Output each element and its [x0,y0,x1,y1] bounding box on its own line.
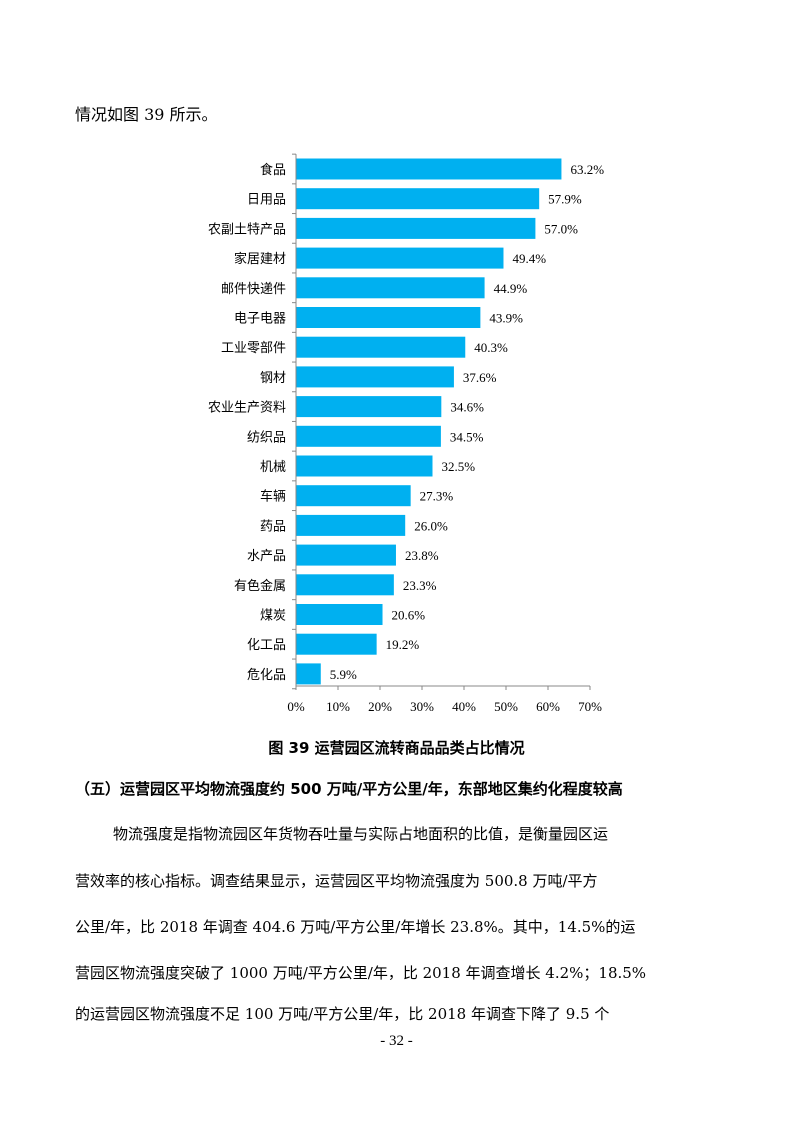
bar [296,455,433,477]
value-label: 43.9% [489,311,523,326]
category-label: 家居建材 [234,251,286,267]
category-label: 电子电器 [234,312,286,327]
bar [296,514,406,536]
value-label: 27.3% [420,489,454,504]
x-tick-label: 60% [536,699,560,714]
category-label: 纺织品 [247,430,286,445]
category-label: 工业零部件 [221,341,286,356]
category-label: 钢材 [260,371,286,386]
bar [296,277,485,299]
chart-axis: 0% 10% 20% 30% 40% 50% 60% 70% [287,153,602,714]
value-label: 57.9% [548,192,582,207]
paragraph-line: 营效率的核心指标。调查结果显示，运营园区平均物流强度为 500.8 万吨/平方 [75,872,598,890]
intro-text: 情况如图 39 所示。 [75,105,218,124]
chart-value-labels: 63.2% 57.9% 57.0% 49.4% 44.9% 43.9% 40.3% 37.6%… [330,162,604,682]
section-heading: （五）运营园区平均物流强度约 500 万吨/平方公里/年，东部地区集约化程度较高 [75,780,623,798]
bar [296,544,396,566]
bar [296,633,377,655]
value-label: 63.2% [570,162,604,177]
x-tick-label: 40% [452,699,476,714]
category-label: 危化品 [247,668,286,683]
chart-bars [296,158,562,685]
value-label: 32.5% [442,459,476,474]
x-tick-label: 50% [494,699,518,714]
page-number: - 32 - [380,1033,413,1049]
value-label: 26.0% [414,518,448,533]
value-label: 57.0% [544,221,578,236]
value-label: 20.6% [392,608,426,623]
category-label: 煤炭 [260,609,286,624]
value-label: 34.6% [450,400,484,415]
bar-chart: 食品日用品农副土特产品家居建材邮件快递件电子电器工业零部件钢材农业生产资料纺织品… [208,153,604,714]
value-label: 23.8% [405,548,439,563]
category-label: 食品 [260,162,286,178]
value-label: 34.5% [450,429,484,444]
bar [296,188,540,210]
x-tick-label: 70% [578,699,602,714]
value-label: 19.2% [386,637,420,652]
figure-caption: 图 39 运营园区流转商品品类占比情况 [268,739,525,757]
x-tick-label: 10% [326,699,350,714]
category-label: 车辆 [260,489,286,505]
category-label: 有色金属 [234,578,286,594]
category-label: 日用品 [247,193,286,208]
value-label: 40.3% [474,340,508,355]
paragraph-line: 营园区物流强度突破了 1000 万吨/平方公里/年，比 2018 年调查增长 4… [75,964,647,982]
value-label: 49.4% [512,251,546,266]
category-label: 农业生产资料 [208,401,286,416]
bar [296,247,504,269]
bar [296,663,321,685]
category-label: 农副土特产品 [208,222,286,237]
x-tick-label: 20% [368,699,392,714]
category-label: 化工品 [247,638,286,653]
bar [296,396,442,418]
value-label: 5.9% [330,667,357,682]
bar [296,307,481,328]
x-tick-label: 30% [410,699,434,714]
category-label: 药品 [260,519,286,534]
value-label: 23.3% [403,578,437,593]
bar [296,485,411,507]
value-label: 44.9% [494,281,528,296]
bar [296,425,441,447]
bar [296,604,383,625]
category-label: 机械 [260,460,286,475]
value-label: 37.6% [463,370,497,385]
paragraph-line: 物流强度是指物流园区年货物吞吐量与实际占地面积的比值，是衡量园区运 [113,825,609,843]
paragraph-line: 的运营园区物流强度不足 100 万吨/平方公里/年，比 2018 年调查下降了 … [75,1005,610,1023]
bar [296,336,466,358]
bar [296,366,454,388]
category-label: 水产品 [247,549,286,564]
bar [296,574,394,596]
x-tick-label: 0% [287,699,305,714]
bar [296,217,536,239]
category-label: 邮件快递件 [221,282,286,297]
paragraph-line: 公里/年，比 2018 年调查 404.6 万吨/平方公里/年增长 23.8%。… [75,918,636,936]
chart-category-labels: 食品日用品农副土特产品家居建材邮件快递件电子电器工业零部件钢材农业生产资料纺织品… [208,162,286,683]
bar [296,158,562,180]
